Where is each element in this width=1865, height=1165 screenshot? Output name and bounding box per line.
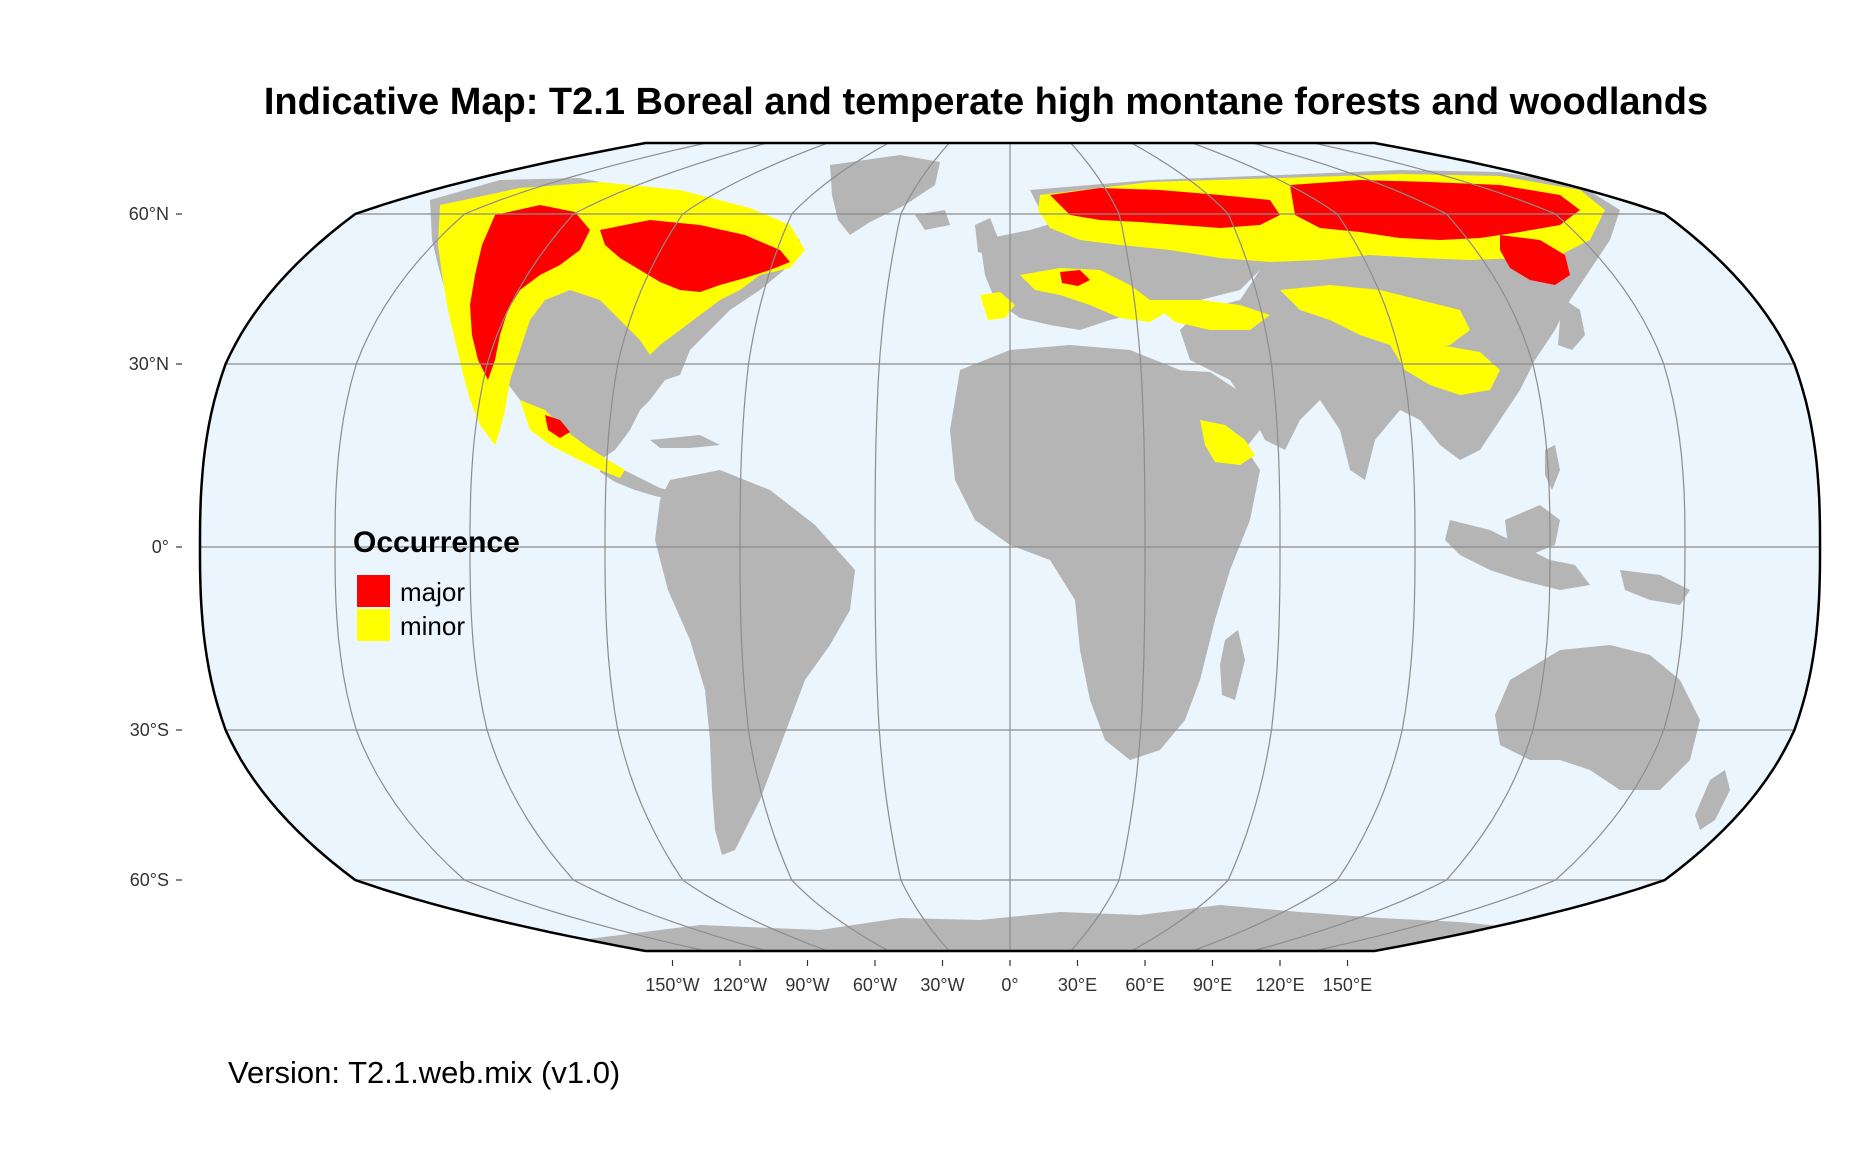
graticule-meridian (739, 143, 889, 951)
major-area-north-america-west (470, 205, 590, 380)
minor-area-caucasus-turkey (1150, 300, 1270, 330)
latitude-axis: 60°N 30°N 0° 30°S 60°S (129, 204, 182, 890)
landmass-borneo (1505, 505, 1560, 555)
legend-swatch-minor (357, 609, 390, 641)
landmass-antarctica (560, 905, 1600, 951)
minor-area-arabia-coast (1200, 420, 1255, 465)
graticule (200, 143, 1820, 951)
graticule-meridian (874, 143, 950, 951)
longitude-tick-label: 0° (1001, 975, 1018, 995)
graticule-meridian (1131, 143, 1281, 951)
version-caption: Version: T2.1.web.mix (v1.0) (228, 1055, 620, 1090)
legend-label-major: major (400, 577, 465, 607)
minor-area-tibet-china (1390, 345, 1500, 395)
latitude-tick-label: 30°S (130, 720, 169, 740)
graticule-meridian (1192, 143, 1416, 951)
map-content (200, 143, 1820, 951)
minor-area-iberia (980, 292, 1015, 320)
longitude-tick-label: 30°W (920, 975, 964, 995)
landmass-madagascar (1220, 630, 1245, 700)
major-area-far-east (1500, 235, 1570, 285)
minor-area-central-asia-mountains (1280, 285, 1470, 350)
landmass-indonesia (1445, 520, 1590, 590)
longitude-tick-label: 150°E (1323, 975, 1372, 995)
latitude-tick-label: 0° (152, 537, 169, 557)
longitude-tick-label: 90°W (785, 975, 829, 995)
landmass-new-zealand (1695, 770, 1730, 830)
graticule-meridian (604, 143, 829, 951)
landmass-greenland (830, 155, 940, 235)
graticule-meridian (469, 143, 768, 951)
graticule-meridian (1070, 143, 1146, 951)
legend-swatch-major (357, 575, 390, 607)
graticule-meridian (334, 143, 707, 951)
latitude-tick-label: 30°N (129, 354, 169, 374)
graticule-meridian (1252, 143, 1551, 951)
landmass-britain (975, 218, 998, 255)
landmass-new-guinea (1620, 570, 1690, 605)
longitude-tick-label: 120°W (713, 975, 767, 995)
latitude-tick-label: 60°S (130, 870, 169, 890)
latitude-tick-label: 60°N (129, 204, 169, 224)
landmass-japan (1558, 300, 1585, 350)
major-area-scandinavia-russia (1050, 188, 1280, 228)
longitude-tick-label: 30°E (1058, 975, 1097, 995)
landmass-australia (1495, 645, 1700, 790)
longitude-tick-label: 150°W (645, 975, 699, 995)
map-title: Indicative Map: T2.1 Boreal and temperat… (264, 81, 1708, 123)
landmass-africa (950, 345, 1260, 760)
major-area-siberia (1290, 180, 1580, 240)
landmass-iceland (915, 210, 950, 230)
longitude-axis: 150°W 120°W 90°W 60°W 30°W 0° 30°E 60°E 90°E 120°… (645, 960, 1372, 995)
longitude-tick-label: 120°E (1255, 975, 1304, 995)
longitude-tick-label: 60°W (853, 975, 897, 995)
minor-area-europe-mountains (1020, 268, 1170, 322)
landmass-south-america (655, 470, 855, 855)
graticule-meridian (1313, 143, 1686, 951)
legend: Occurrence major minor (353, 526, 520, 641)
major-area-mexico (545, 415, 570, 438)
major-area-alps (1060, 270, 1090, 286)
longitude-tick-label: 60°E (1125, 975, 1164, 995)
longitude-tick-label: 90°E (1193, 975, 1232, 995)
legend-label-minor: minor (400, 611, 465, 641)
occurrence-major-areas (470, 180, 1580, 438)
legend-title: Occurrence (353, 526, 520, 559)
major-area-north-america-east (600, 220, 790, 292)
globe-outline (198, 141, 1822, 953)
landmass-cuba (650, 435, 720, 448)
